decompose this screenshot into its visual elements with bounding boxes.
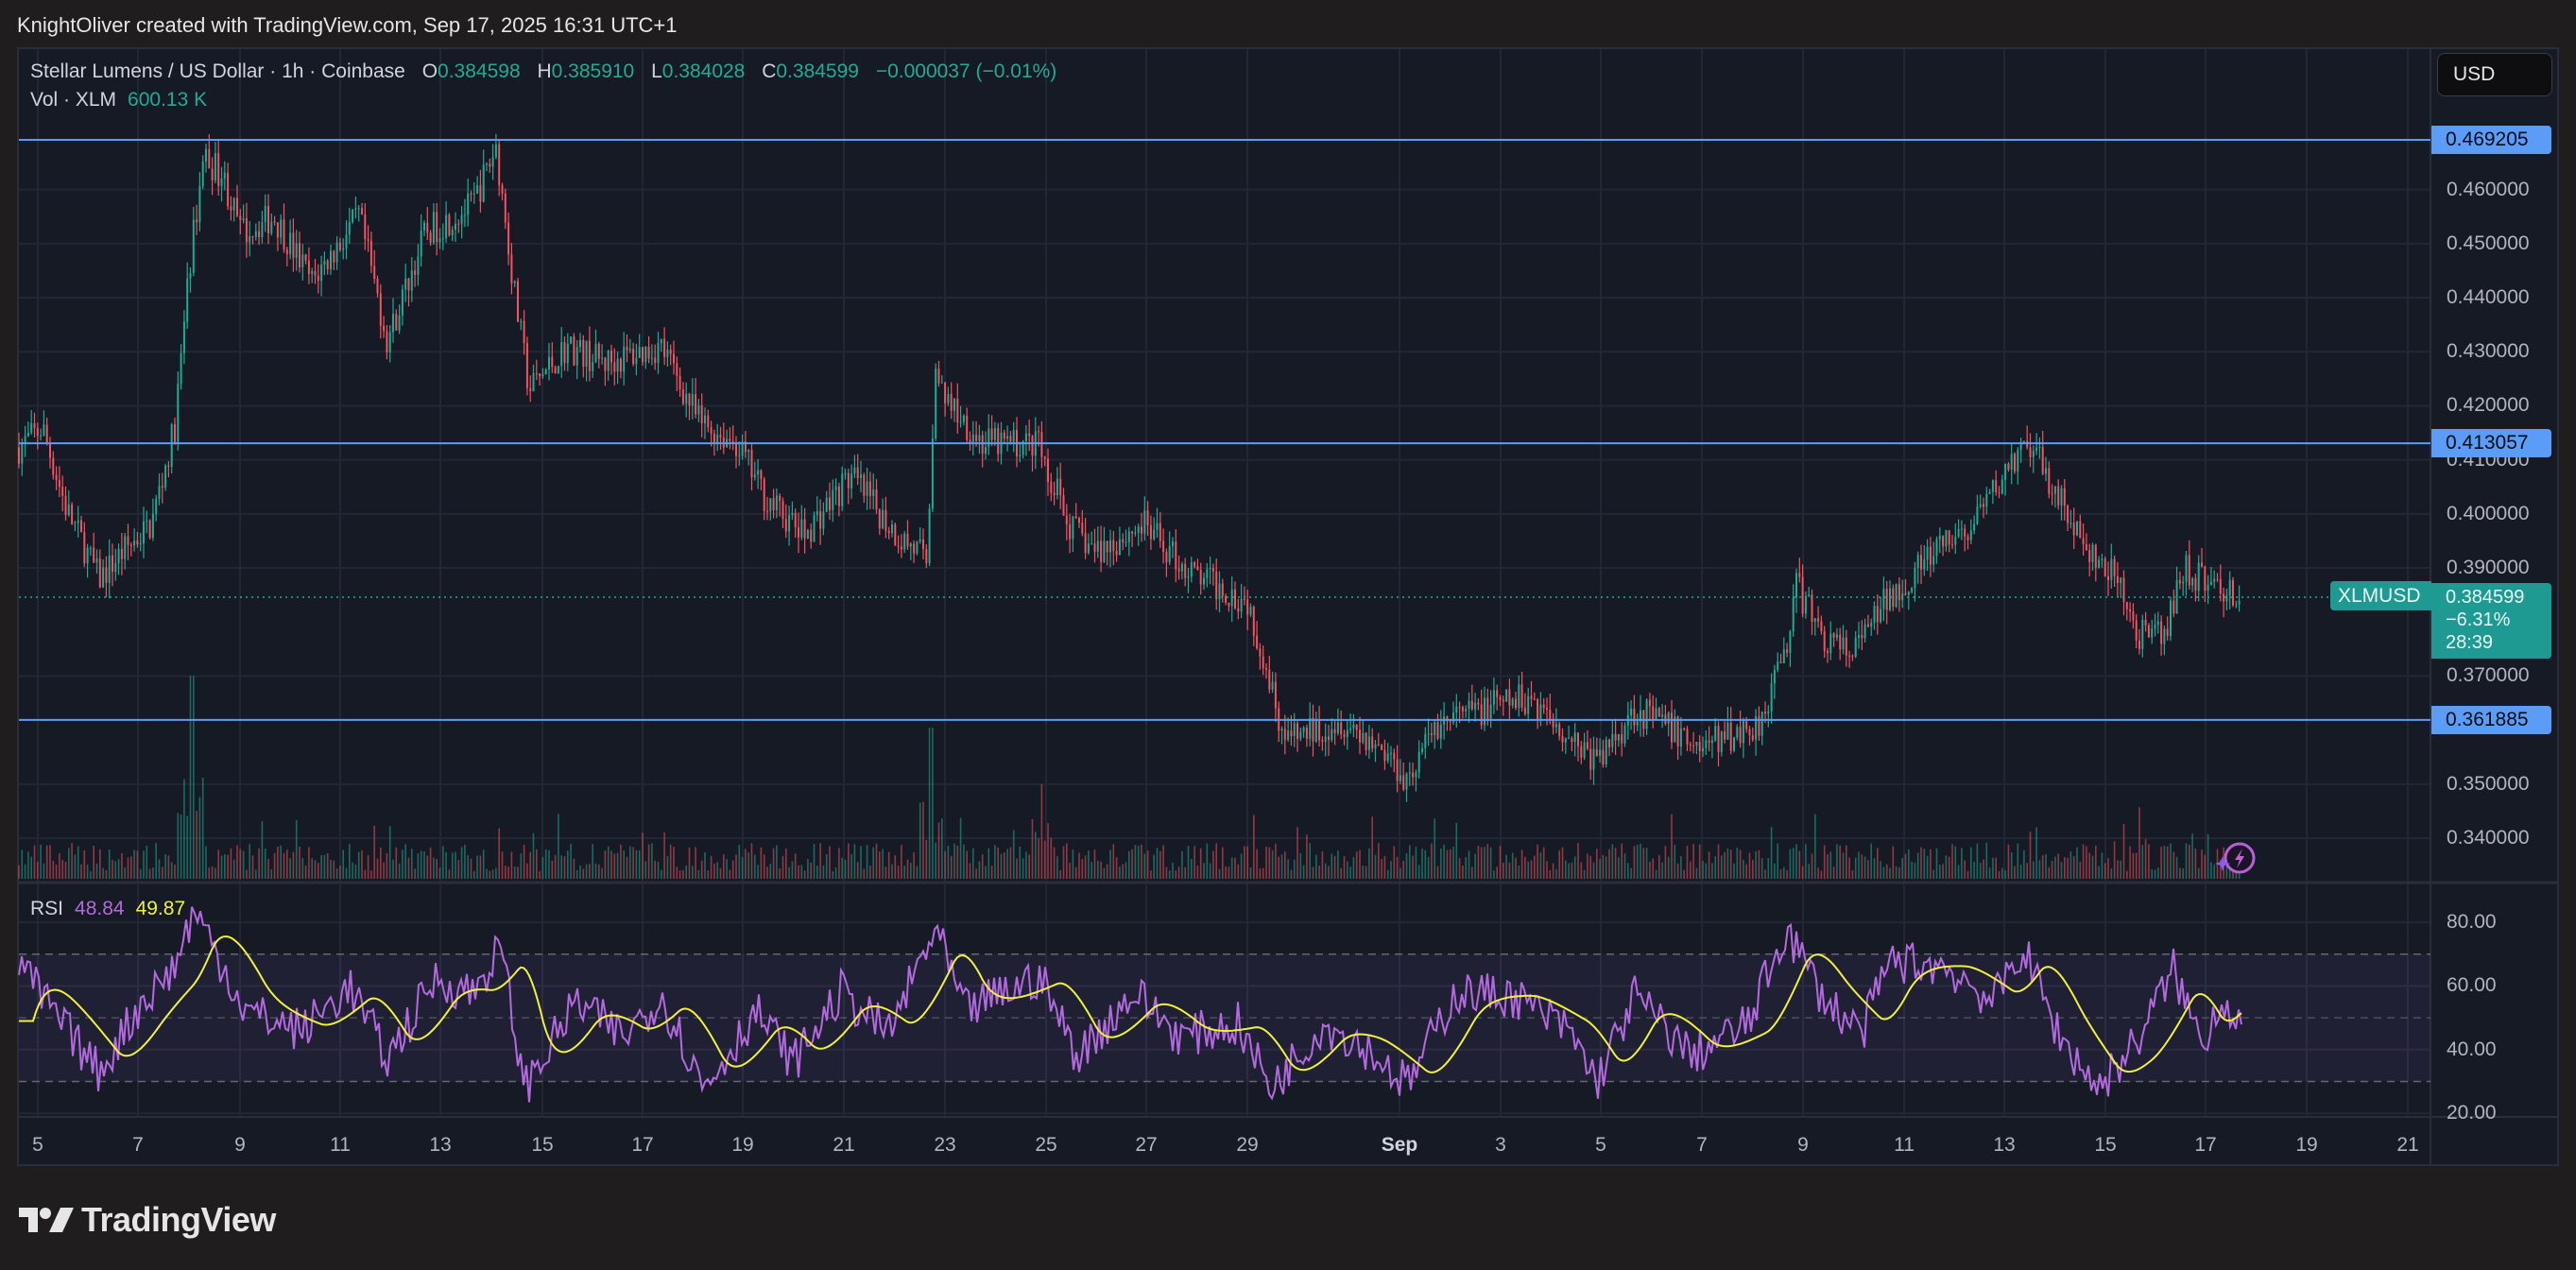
symbol-title[interactable]: Stellar Lumens / US Dollar · 1h · Coinba… (30, 60, 405, 82)
brand-name: TradingView (81, 1200, 276, 1239)
time-tick-label: 17 (2194, 1134, 2217, 1156)
key-level-label: 0.361885 (2431, 705, 2551, 734)
tradingview-logo-icon (19, 1208, 74, 1232)
volume-label[interactable]: Vol · XLM (30, 89, 117, 111)
rsi-ma-value: 49.87 (135, 898, 186, 919)
close-label: C (762, 60, 777, 82)
price-tick-label: 0.460000 (2447, 178, 2530, 200)
symbol-legend: Stellar Lumens / US Dollar · 1h · Coinba… (30, 60, 1056, 83)
price-tick-label: 0.390000 (2447, 557, 2530, 579)
time-tick-label: 9 (234, 1134, 246, 1156)
time-tick-label: 19 (2295, 1134, 2318, 1156)
tradingview-logo[interactable]: TradingView (19, 1200, 276, 1240)
time-tick-label: 7 (1696, 1134, 1708, 1156)
rsi-value: 48.84 (75, 898, 125, 919)
time-tick-label: 19 (731, 1134, 754, 1156)
price-tick-label: 0.430000 (2447, 340, 2530, 363)
low-value: 0.384028 (661, 60, 746, 82)
time-tick-label: 21 (833, 1134, 855, 1156)
time-tick-label: 11 (330, 1134, 351, 1156)
time-tick-label: 11 (1894, 1134, 1915, 1156)
last-change-pct: −6.31% (2446, 609, 2511, 630)
bar-countdown: 28:39 (2446, 632, 2494, 653)
change-value: −0.000037 (−0.01%) (875, 60, 1057, 82)
volume-legend: Vol · XLM 600.13 K (30, 89, 207, 112)
time-tick-label: 29 (1236, 1134, 1259, 1156)
last-price: 0.384599 (2446, 587, 2525, 608)
ai-assistant-lightning-icon[interactable] (2211, 839, 2258, 881)
time-tick-label: 15 (2094, 1134, 2117, 1156)
rsi-legend: RSI 48.84 49.87 (30, 898, 185, 920)
time-tick-label: 13 (1993, 1134, 2016, 1156)
rsi-tick-label: 20.00 (2447, 1102, 2497, 1124)
open-value: 0.384598 (438, 60, 521, 82)
time-tick-label: 3 (1495, 1134, 1506, 1156)
price-tick-label: 0.440000 (2447, 286, 2530, 309)
rsi-tick-label: 60.00 (2447, 974, 2497, 997)
time-tick-label: 15 (531, 1134, 554, 1156)
price-tick-label: 0.400000 (2447, 502, 2530, 524)
low-label: L (651, 60, 662, 82)
time-tick-label: 25 (1035, 1134, 1057, 1156)
last-price-label: 0.384599 −6.31% 28:39 (2431, 583, 2551, 659)
price-tick-label: 0.450000 (2447, 232, 2530, 254)
close-value: 0.384599 (776, 60, 859, 82)
rsi-tick-label: 80.00 (2447, 911, 2497, 933)
time-tick-label: 21 (2396, 1134, 2419, 1156)
time-tick-label: 7 (132, 1134, 144, 1156)
price-tick-label: 0.350000 (2447, 772, 2530, 795)
time-tick-label: 23 (934, 1134, 956, 1156)
rsi-label[interactable]: RSI (30, 898, 64, 919)
time-tick-label: Sep (1381, 1134, 1418, 1156)
high-label: H (537, 60, 552, 82)
time-tick-label: 17 (631, 1134, 654, 1156)
price-tick-label: 0.340000 (2447, 827, 2530, 850)
time-tick-label: 27 (1135, 1134, 1158, 1156)
volume-value: 600.13 K (128, 89, 208, 111)
attribution-text: KnightOliver created with TradingView.co… (17, 13, 678, 37)
high-value: 0.385910 (551, 60, 635, 82)
time-tick-label: 9 (1797, 1134, 1809, 1156)
key-level-label: 0.413057 (2431, 429, 2551, 458)
price-tick-label: 0.370000 (2447, 664, 2530, 687)
symbol-price-label: XLMUSD (2330, 581, 2431, 610)
rsi-tick-label: 40.00 (2447, 1038, 2497, 1060)
time-tick-label: 5 (32, 1134, 43, 1156)
currency-button[interactable]: USD (2437, 53, 2552, 96)
key-level-label: 0.469205 (2431, 126, 2551, 154)
time-tick-label: 13 (429, 1134, 452, 1156)
price-tick-label: 0.420000 (2447, 394, 2530, 417)
time-tick-label: 5 (1595, 1134, 1606, 1156)
open-label: O (421, 60, 438, 82)
